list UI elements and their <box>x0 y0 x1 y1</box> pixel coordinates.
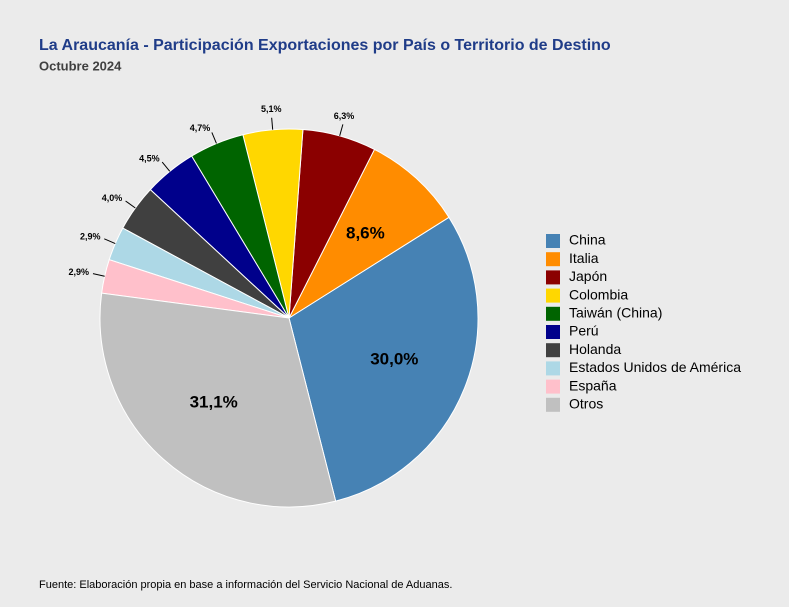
legend-swatch <box>546 306 560 321</box>
leader-line <box>161 161 171 172</box>
legend-label: Perú <box>569 323 599 339</box>
leader-line <box>125 200 136 209</box>
pie-slice <box>287 148 450 320</box>
legend-swatch <box>546 379 560 394</box>
slice-label: 8,6% <box>346 224 385 243</box>
slice-label: 2,9% <box>80 232 101 242</box>
legend-swatch <box>546 325 560 339</box>
legend-label: Otros <box>569 396 603 412</box>
legend-label: Estados Unidos de América <box>569 359 741 375</box>
slice-label: 4,7% <box>190 123 211 133</box>
legend-swatch <box>546 270 560 285</box>
legend-label: Italia <box>569 250 599 266</box>
legend-label: España <box>569 377 617 393</box>
chart-subtitle: Octubre 2024 <box>39 58 122 73</box>
slice-label: 4,5% <box>139 153 160 163</box>
slice-label: 4,0% <box>102 193 123 203</box>
legend-label: Holanda <box>569 341 621 357</box>
slice-label: 6,3% <box>334 111 355 121</box>
legend-label: Colombia <box>569 286 628 302</box>
slice-label: 31,1% <box>190 392 238 411</box>
slice-label: 30,0% <box>370 350 418 369</box>
legend-swatch <box>546 234 560 248</box>
leader-line <box>211 132 217 144</box>
slice-label: 5,1% <box>261 104 282 114</box>
legend-swatch <box>546 397 560 412</box>
leader-line <box>339 124 344 137</box>
legend-swatch <box>546 343 560 358</box>
source-note: Fuente: Elaboración propia en base a inf… <box>39 579 452 591</box>
legend-label: China <box>569 232 606 248</box>
pie-slice <box>99 292 337 508</box>
leader-line <box>104 238 116 245</box>
legend-label: Japón <box>569 268 607 284</box>
leader-line <box>271 117 274 130</box>
leader-line <box>92 273 105 277</box>
legend-swatch <box>546 252 560 267</box>
slice-label: 2,9% <box>69 267 90 277</box>
legend-label: Taiwán (China) <box>569 305 662 321</box>
chart-title: La Araucanía - Participación Exportacion… <box>39 37 611 54</box>
legend-swatch <box>546 361 560 376</box>
legend-swatch <box>546 288 560 303</box>
